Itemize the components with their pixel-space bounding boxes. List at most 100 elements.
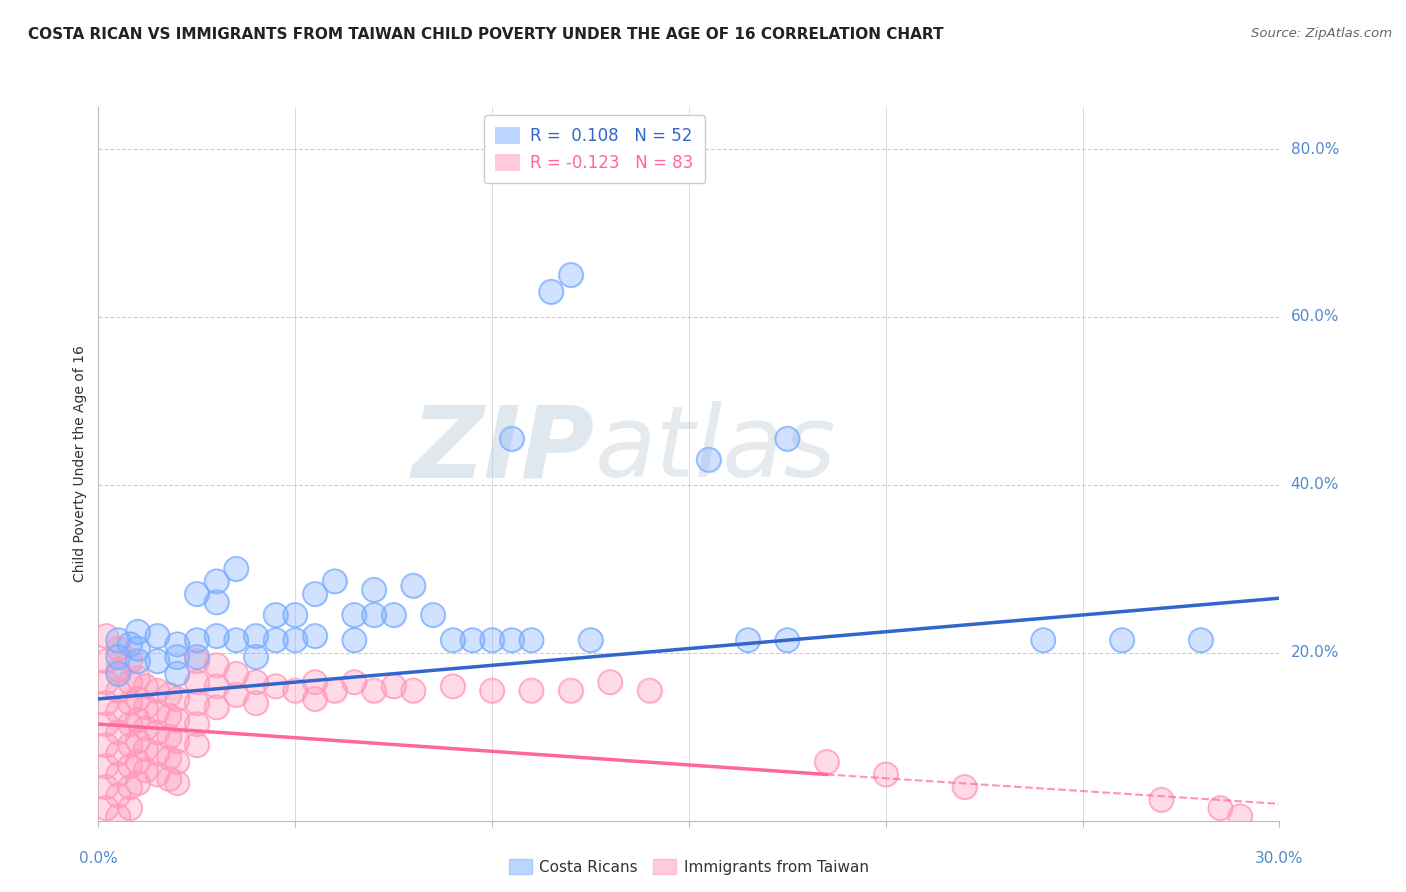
Point — [205, 658, 228, 673]
Point — [96, 675, 118, 690]
Point — [304, 629, 326, 643]
Point — [118, 759, 141, 773]
Point — [264, 679, 287, 693]
Text: ZIP: ZIP — [412, 401, 595, 498]
Text: Source: ZipAtlas.com: Source: ZipAtlas.com — [1251, 27, 1392, 40]
Point — [776, 633, 799, 648]
Point — [146, 683, 169, 698]
Point — [146, 767, 169, 781]
Point — [135, 721, 157, 735]
Point — [815, 755, 838, 769]
Point — [118, 738, 141, 752]
Point — [146, 683, 169, 698]
Point — [107, 663, 129, 677]
Point — [875, 767, 897, 781]
Point — [560, 268, 582, 282]
Point — [1032, 633, 1054, 648]
Point — [107, 809, 129, 823]
Point — [225, 666, 247, 681]
Point — [135, 700, 157, 714]
Point — [118, 801, 141, 815]
Point — [697, 452, 720, 467]
Point — [343, 607, 366, 622]
Point — [96, 675, 118, 690]
Point — [96, 801, 118, 815]
Point — [118, 759, 141, 773]
Point — [284, 683, 307, 698]
Point — [146, 747, 169, 761]
Point — [245, 696, 267, 710]
Point — [135, 742, 157, 756]
Point — [441, 679, 464, 693]
Point — [225, 633, 247, 648]
Point — [284, 683, 307, 698]
Point — [264, 633, 287, 648]
Point — [127, 671, 149, 685]
Point — [166, 692, 188, 706]
Point — [1189, 633, 1212, 648]
Point — [520, 633, 543, 648]
Point — [157, 708, 180, 723]
Point — [127, 624, 149, 639]
Text: 60.0%: 60.0% — [1291, 310, 1339, 325]
Point — [107, 683, 129, 698]
Point — [127, 713, 149, 727]
Point — [264, 607, 287, 622]
Point — [363, 607, 385, 622]
Point — [118, 637, 141, 651]
Point — [205, 679, 228, 693]
Point — [402, 578, 425, 592]
Point — [323, 683, 346, 698]
Point — [225, 666, 247, 681]
Point — [343, 633, 366, 648]
Point — [323, 574, 346, 589]
Point — [245, 649, 267, 664]
Point — [599, 675, 621, 690]
Point — [107, 767, 129, 781]
Point — [461, 633, 484, 648]
Point — [520, 683, 543, 698]
Point — [304, 692, 326, 706]
Point — [127, 641, 149, 656]
Point — [107, 666, 129, 681]
Point — [127, 734, 149, 748]
Point — [135, 742, 157, 756]
Point — [157, 688, 180, 702]
Point — [186, 587, 208, 601]
Text: atlas: atlas — [595, 401, 837, 498]
Point — [135, 679, 157, 693]
Text: 0.0%: 0.0% — [79, 852, 118, 866]
Point — [146, 705, 169, 719]
Point — [245, 629, 267, 643]
Point — [127, 713, 149, 727]
Point — [363, 607, 385, 622]
Point — [579, 633, 602, 648]
Point — [96, 696, 118, 710]
Point — [118, 654, 141, 668]
Point — [186, 649, 208, 664]
Text: 80.0%: 80.0% — [1291, 142, 1339, 156]
Point — [107, 767, 129, 781]
Point — [96, 629, 118, 643]
Point — [157, 772, 180, 786]
Text: 20.0%: 20.0% — [1291, 645, 1339, 660]
Point — [146, 629, 169, 643]
Point — [157, 730, 180, 744]
Point — [186, 675, 208, 690]
Point — [186, 633, 208, 648]
Point — [481, 683, 503, 698]
Point — [1189, 633, 1212, 648]
Point — [107, 683, 129, 698]
Point — [107, 747, 129, 761]
Text: 40.0%: 40.0% — [1291, 477, 1339, 492]
Point — [107, 633, 129, 648]
Point — [205, 595, 228, 609]
Point — [166, 637, 188, 651]
Point — [127, 624, 149, 639]
Point — [96, 717, 118, 731]
Point — [146, 725, 169, 739]
Text: 30.0%: 30.0% — [1256, 852, 1303, 866]
Point — [501, 432, 523, 446]
Point — [264, 607, 287, 622]
Point — [638, 683, 661, 698]
